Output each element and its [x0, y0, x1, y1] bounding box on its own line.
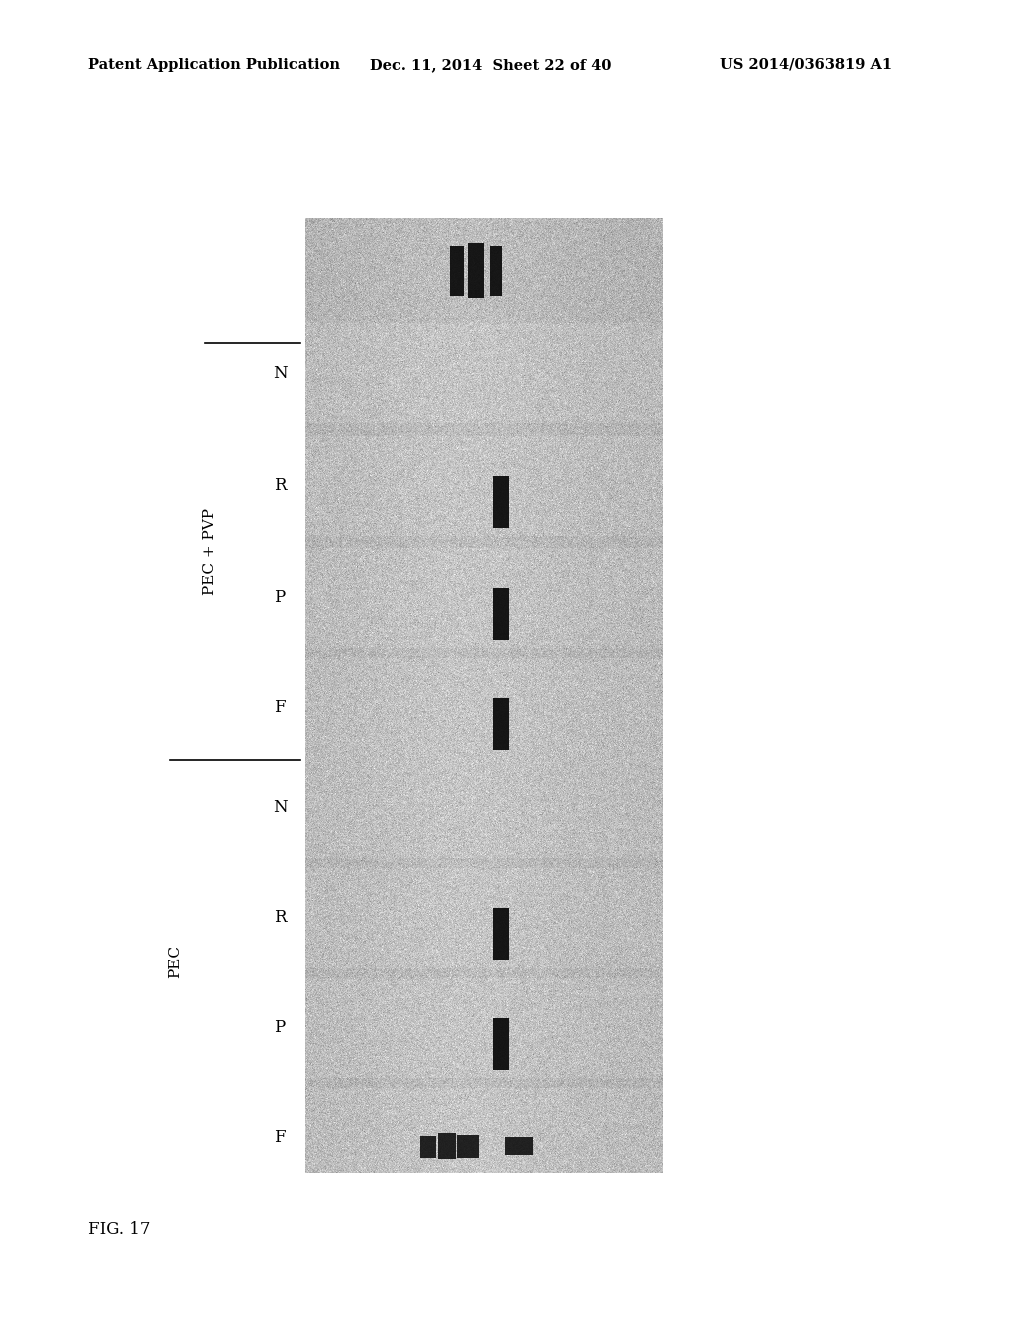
Bar [468, 243, 484, 298]
Bar [493, 698, 509, 750]
Bar [493, 477, 509, 528]
Text: F: F [274, 1130, 286, 1147]
Bar [490, 246, 502, 296]
Text: F: F [274, 700, 286, 717]
Text: N: N [272, 364, 288, 381]
Text: Dec. 11, 2014  Sheet 22 of 40: Dec. 11, 2014 Sheet 22 of 40 [370, 58, 611, 73]
Text: R: R [273, 909, 287, 927]
Bar [493, 587, 509, 640]
Text: N: N [272, 800, 288, 817]
Text: PEC + PVP: PEC + PVP [203, 508, 217, 595]
Bar [505, 1137, 534, 1155]
Bar [457, 1135, 479, 1158]
Text: P: P [274, 1019, 286, 1036]
Text: US 2014/0363819 A1: US 2014/0363819 A1 [720, 58, 892, 73]
Bar [438, 1133, 456, 1159]
Bar [450, 246, 464, 296]
Text: Patent Application Publication: Patent Application Publication [88, 58, 340, 73]
Bar [493, 1018, 509, 1071]
Bar [493, 908, 509, 960]
Text: P: P [274, 590, 286, 606]
Text: FIG. 17: FIG. 17 [88, 1221, 151, 1238]
Bar [420, 1137, 436, 1158]
Text: PEC: PEC [168, 945, 182, 978]
Text: R: R [273, 478, 287, 495]
